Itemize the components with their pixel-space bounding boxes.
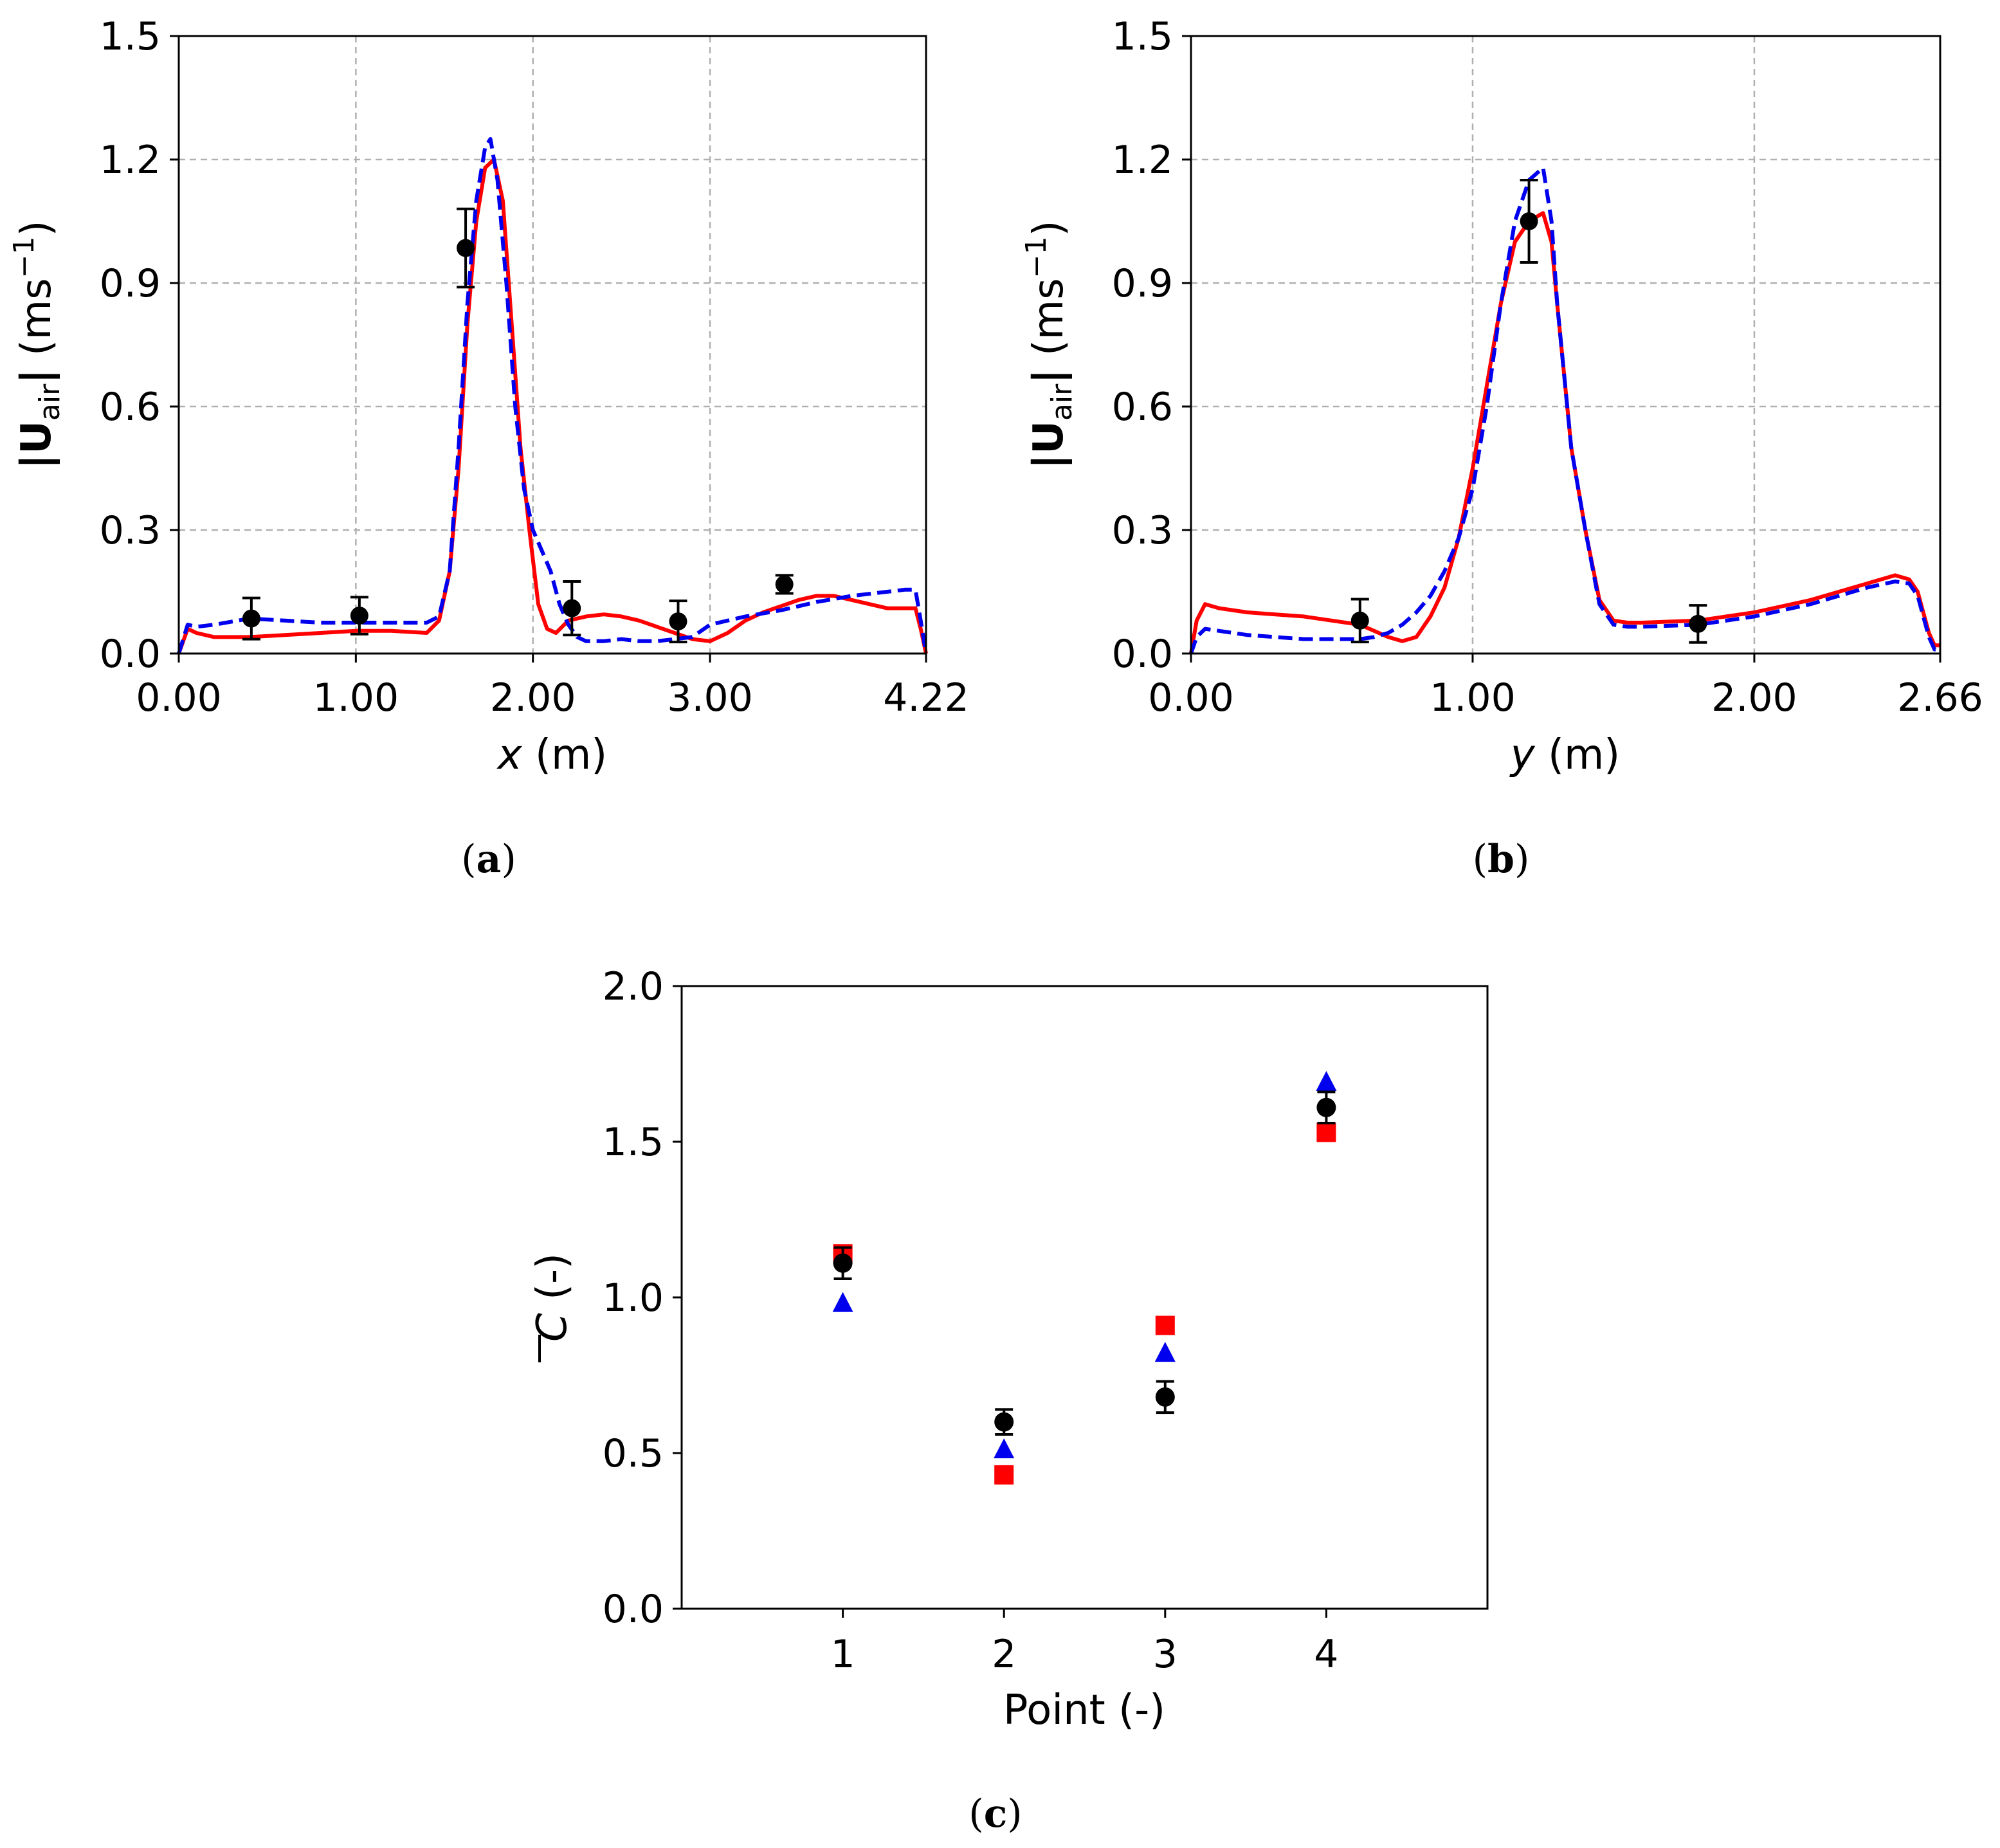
panel-c-model-blue-marker xyxy=(994,1438,1015,1459)
panel-a-measured-point xyxy=(242,596,260,641)
panel-a: 0.00 1.00 2.00 3.00 4.22 0.0 0.3 0.6 0.9 1.2 1.5 x… xyxy=(8,14,969,882)
panel-a-measured-marker xyxy=(669,612,687,631)
panel-a-y-axis-label: |Uair| (ms−1) xyxy=(8,221,66,470)
panel-a-y-tick-label: 0.3 xyxy=(100,508,161,553)
panel-c-measured-point xyxy=(1155,1380,1175,1414)
panel-b-y-axis-label: |Uair| (ms−1) xyxy=(1020,221,1078,470)
panel-b-measured-marker xyxy=(1350,611,1369,630)
panel-c-y-tick-label: 0.5 xyxy=(603,1431,664,1476)
panel-b-caption: (b) xyxy=(1473,837,1530,882)
panel-b-y-tick-label: 0.6 xyxy=(1112,385,1173,430)
panel-c-measured-marker xyxy=(1316,1097,1336,1117)
panel-b-x-tick-label: 2.00 xyxy=(1711,675,1797,720)
panel-a-x-tick-label: 2.00 xyxy=(490,675,576,720)
panel-b: 0.00 1.00 2.00 2.66 0.0 0.3 0.6 0.9 1.2 1.5 y (m)… xyxy=(1020,14,1983,882)
panel-b-y-tick-label: 0.3 xyxy=(1112,508,1173,553)
panel-b-x-axis-label: y (m) xyxy=(1509,731,1621,779)
panel-c-x-tick-label: 2 xyxy=(992,1632,1016,1677)
panel-a-measured-point xyxy=(775,574,794,595)
panel-c-measured-point xyxy=(1316,1090,1336,1124)
panel-b-grid xyxy=(1191,36,1940,654)
panel-a-simulation-dashed-line xyxy=(177,137,928,654)
panel-b-y-tick-label: 0.0 xyxy=(1112,632,1173,677)
panel-b-measured-marker xyxy=(1520,212,1538,230)
panel-b-y-tick-label: 1.5 xyxy=(1112,14,1173,59)
panel-b-simulation-dashed-line xyxy=(1189,165,1940,654)
panel-b-x-tick-label: 2.66 xyxy=(1897,675,1983,720)
panel-c-model-red-marker xyxy=(994,1465,1014,1485)
panel-c-x-tick-label: 3 xyxy=(1153,1632,1177,1677)
panel-a-series xyxy=(177,137,928,655)
panel-b-series xyxy=(1189,165,1940,654)
panel-c-model-blue-marker xyxy=(832,1292,853,1312)
panel-c-model-blue-marker xyxy=(1154,1342,1176,1362)
panel-c-y-tick-label: 1.5 xyxy=(603,1120,664,1165)
panel-c-markers xyxy=(832,1071,1337,1485)
panel-c-x-axis-label: Point (-) xyxy=(1003,1687,1165,1734)
panel-c-plot-frame xyxy=(680,985,1489,1610)
panel-a-x-tick-label: 3.00 xyxy=(667,675,753,720)
panel-b-plot-frame xyxy=(1190,35,1941,655)
panel-b-measured-point xyxy=(1520,179,1538,264)
panel-a-measured-point xyxy=(350,596,368,636)
panel-a-measured-point xyxy=(669,599,687,644)
panel-c-x-tick-label: 4 xyxy=(1314,1632,1338,1677)
panel-c-model-red-marker xyxy=(1316,1122,1336,1142)
panel-c-measured-point xyxy=(994,1408,1014,1436)
panel-a-measured-point xyxy=(563,580,581,637)
panel-a-x-tick-label: 0.00 xyxy=(136,675,222,720)
panel-a-markers xyxy=(242,207,794,644)
panel-c-measured-marker xyxy=(1155,1387,1175,1407)
panel-a-caption: (a) xyxy=(461,837,516,882)
panel-a-y-tick-label: 1.2 xyxy=(100,138,161,183)
panel-c-ticks: 1 2 3 4 0.0 0.5 1.0 1.5 2.0 xyxy=(603,964,1339,1677)
panel-a-measured-marker xyxy=(457,239,475,257)
panel-c-measured-point xyxy=(833,1246,853,1280)
panel-b-y-tick-label: 1.2 xyxy=(1112,138,1173,183)
panel-c-caption: (c) xyxy=(968,1791,1022,1836)
panel-a-ticks: 0.00 1.00 2.00 3.00 4.22 0.0 0.3 0.6 0.9 1.2 1.5 xyxy=(100,14,969,720)
panel-c-y-tick-label: 1.0 xyxy=(603,1276,664,1321)
panel-c-y-tick-label: 0.0 xyxy=(603,1587,664,1632)
panel-c-model-blue-marker xyxy=(1316,1071,1337,1092)
panel-b-ticks: 0.00 1.00 2.00 2.66 0.0 0.3 0.6 0.9 1.2 1.5 xyxy=(1112,14,1983,720)
panel-a-grid xyxy=(179,36,926,654)
panel-c-x-tick-label: 1 xyxy=(831,1632,855,1677)
panel-b-simulation-solid-line xyxy=(1189,211,1940,654)
panel-a-measured-marker xyxy=(775,575,794,594)
panel-c-y-axis-label: C (-) xyxy=(529,1253,576,1342)
panel-a-x-tick-label: 1.00 xyxy=(313,675,399,720)
panel-b-x-tick-label: 1.00 xyxy=(1430,675,1516,720)
panel-c: 1 2 3 4 0.0 0.5 1.0 1.5 2.0 Point (-) C (-) (c) xyxy=(529,964,1489,1836)
panel-a-measured-marker xyxy=(242,609,260,628)
panel-b-measured-point xyxy=(1350,598,1369,644)
panel-b-x-tick-label: 0.00 xyxy=(1148,675,1234,720)
panel-a-y-tick-label: 0.9 xyxy=(100,261,161,306)
panel-a-measured-point xyxy=(457,207,475,289)
panel-c-measured-marker xyxy=(994,1412,1014,1432)
panel-a-x-tick-label: 4.22 xyxy=(883,675,969,720)
panel-c-model-red-marker xyxy=(1155,1315,1175,1335)
panel-a-plot-frame xyxy=(177,35,927,655)
panel-a-y-tick-label: 1.5 xyxy=(100,14,161,59)
panel-b-y-tick-label: 0.9 xyxy=(1112,261,1173,306)
panel-b-measured-marker xyxy=(1689,614,1707,633)
panel-a-y-tick-label: 0.6 xyxy=(100,385,161,430)
panel-a-simulation-solid-line xyxy=(177,158,928,655)
panel-a-x-axis-label: x (m) xyxy=(496,731,608,779)
panel-b-measured-point xyxy=(1689,604,1707,644)
panel-a-measured-marker xyxy=(350,607,368,625)
panel-b-markers xyxy=(1350,179,1707,644)
panel-a-y-tick-label: 0.0 xyxy=(100,632,161,677)
panel-c-y-tick-label: 2.0 xyxy=(603,964,664,1009)
panel-a-measured-marker xyxy=(563,599,581,618)
panel-c-measured-marker xyxy=(833,1253,853,1273)
